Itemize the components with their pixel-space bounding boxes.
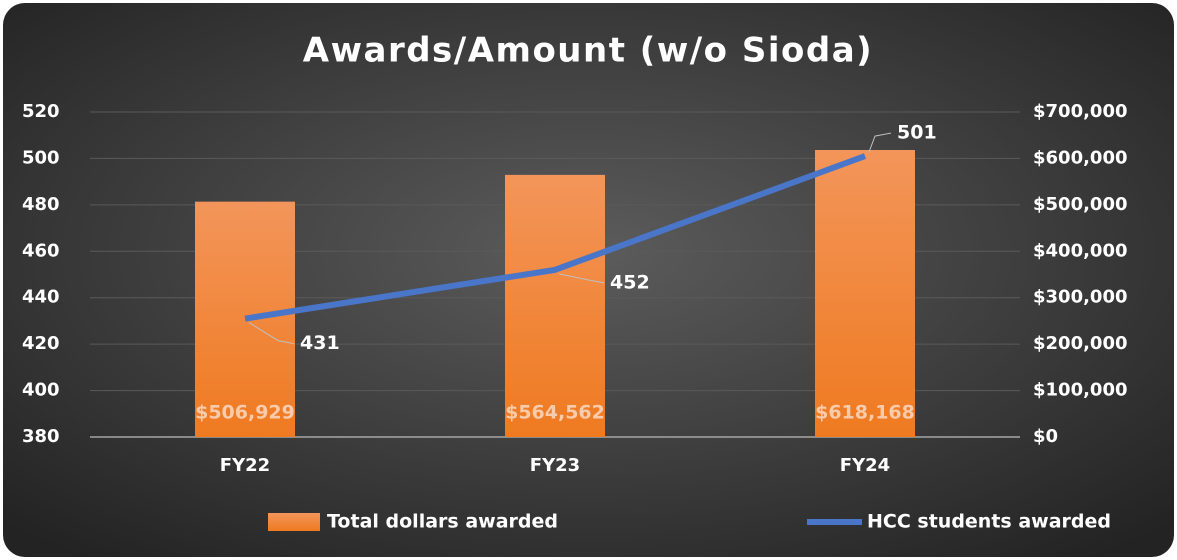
y2-tick-label: $500,000 (1033, 194, 1128, 215)
x-tick-label: FY22 (220, 455, 270, 476)
line (244, 153, 867, 322)
y-tick-label: 480 (22, 194, 60, 215)
y-tick-label: 420 (22, 333, 60, 354)
x-tick-label: FY24 (840, 455, 890, 476)
legend-swatch (268, 513, 320, 531)
y2-tick-label: $700,000 (1033, 101, 1128, 122)
x-tick-label: FY23 (530, 455, 580, 476)
bar-value-label: $564,562 (505, 402, 605, 424)
bar (815, 149, 915, 438)
y2-tick-label: $300,000 (1033, 287, 1128, 308)
y2-tick-label: $400,000 (1033, 240, 1128, 261)
bar-value-label: $506,929 (195, 402, 295, 424)
bar (505, 174, 605, 437)
y-tick-label: 440 (22, 287, 60, 308)
y-tick-label: 460 (22, 240, 60, 261)
bar (195, 201, 295, 437)
y2-tick-label: $600,000 (1033, 147, 1128, 168)
legend-label: HCC students awarded (867, 511, 1111, 533)
leader-line (558, 273, 605, 284)
line-value-label: 431 (300, 332, 340, 354)
line-value-label: 501 (897, 122, 937, 144)
y2-tick-label: $100,000 (1033, 380, 1128, 401)
y2-tick-label: $0 (1033, 426, 1058, 447)
y-tick-label: 500 (22, 147, 60, 168)
legend-label: Total dollars awarded (327, 511, 558, 533)
y2-tick-label: $200,000 (1033, 333, 1128, 354)
y-tick-label: 380 (22, 426, 60, 447)
y-tick-label: 520 (22, 101, 60, 122)
line-value-label: 452 (610, 271, 650, 293)
leader-line (248, 322, 295, 345)
bar-value-label: $618,168 (815, 402, 915, 424)
leader-line (868, 132, 892, 153)
y-tick-label: 400 (22, 380, 60, 401)
chart-title: Awards/Amount (w/o Sioda) (303, 31, 873, 71)
